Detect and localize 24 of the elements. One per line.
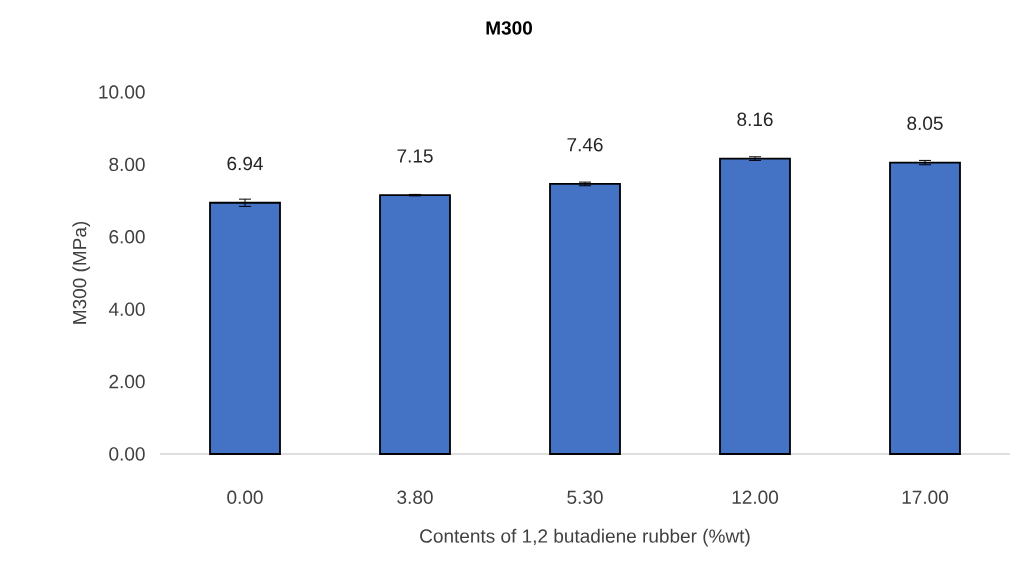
bar xyxy=(379,194,451,455)
x-tick-label: 5.30 xyxy=(567,490,603,504)
x-axis-title: Contents of 1,2 butadiene rubber (%wt) xyxy=(420,528,750,547)
y-tick-label: 2.00 xyxy=(109,374,145,389)
y-tick-label: 10.00 xyxy=(99,85,145,99)
chart-title: M300 xyxy=(486,21,532,35)
y-tick-label: 6.00 xyxy=(109,230,145,244)
x-tick-label: 17.00 xyxy=(902,490,949,504)
bar xyxy=(209,201,281,455)
data-label: 8.16 xyxy=(737,112,773,127)
y-tick-label: 0.00 xyxy=(109,447,145,461)
data-label: 6.94 xyxy=(227,156,263,171)
x-tick-label: 0.00 xyxy=(227,490,263,504)
bar xyxy=(549,183,621,455)
y-tick-label: 8.00 xyxy=(109,157,145,172)
data-label: 7.15 xyxy=(397,149,433,163)
y-axis-title: M300 (MPa) xyxy=(72,221,91,324)
y-tick-label: 4.00 xyxy=(108,302,145,316)
data-label: 7.46 xyxy=(567,137,603,152)
bar xyxy=(889,161,961,455)
bar xyxy=(719,157,791,455)
data-label: 8.05 xyxy=(907,116,943,131)
x-tick-label: 3.80 xyxy=(397,490,433,504)
x-tick-label: 12.00 xyxy=(732,490,779,504)
